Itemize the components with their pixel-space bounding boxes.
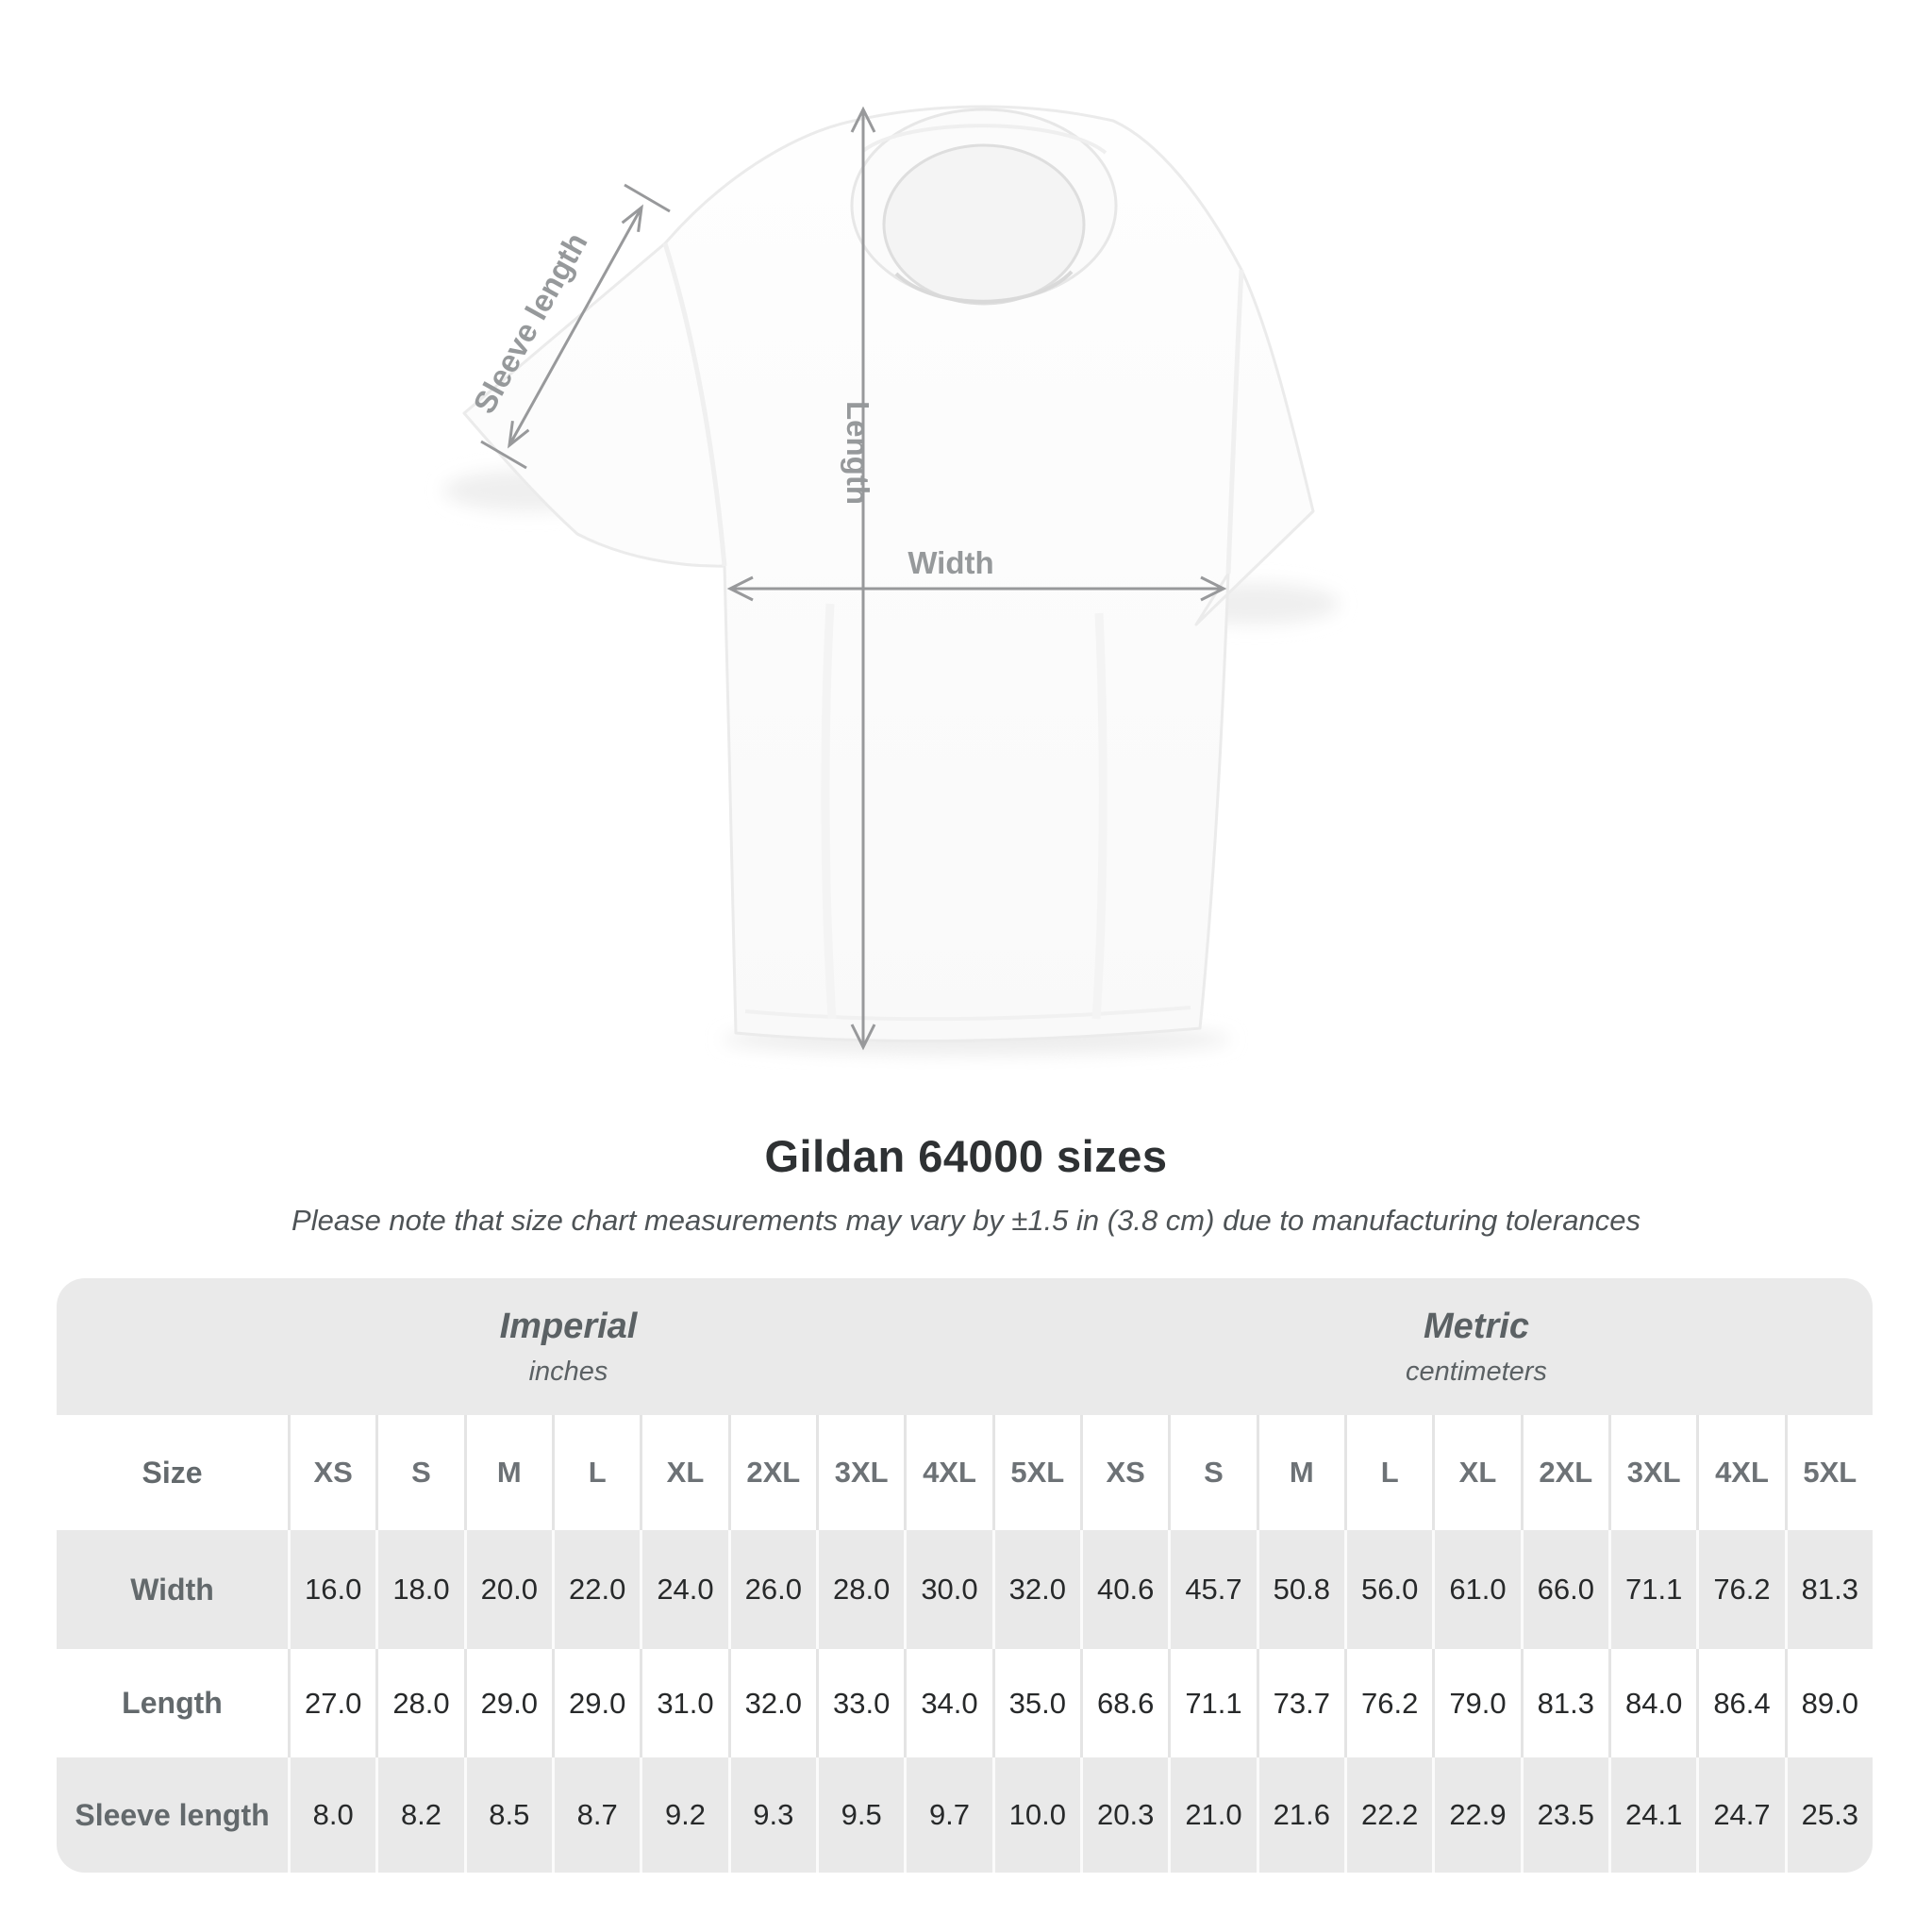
- size-row-label: Size: [142, 1455, 203, 1490]
- measurement-cell: 10.0: [991, 1757, 1080, 1873]
- size-column-header: XS: [1080, 1415, 1168, 1530]
- measurement-cell: 8.7: [552, 1757, 640, 1873]
- measurement-cell: 68.6: [1080, 1649, 1168, 1757]
- size-column-header: 2XL: [727, 1415, 816, 1530]
- measurement-cell: 20.3: [1080, 1757, 1168, 1873]
- measurement-cell: 32.0: [727, 1649, 816, 1757]
- measurement-cell: 8.2: [375, 1757, 463, 1873]
- size-column-header: L: [552, 1415, 640, 1530]
- size-column-header: 2XL: [1520, 1415, 1608, 1530]
- measurement-cell: 8.5: [463, 1757, 552, 1873]
- measurement-cell: 18.0: [375, 1530, 463, 1649]
- measurement-cell: 25.3: [1784, 1757, 1873, 1873]
- measurement-cell: 23.5: [1520, 1757, 1608, 1873]
- size-column-header: S: [1168, 1415, 1256, 1530]
- width-label: Width: [908, 545, 993, 580]
- measurement-cell: 9.2: [640, 1757, 727, 1873]
- measurement-cell: 24.1: [1608, 1757, 1696, 1873]
- size-column-header: L: [1344, 1415, 1432, 1530]
- measurement-cell: 22.2: [1344, 1757, 1432, 1873]
- size-column-header: 5XL: [1784, 1415, 1873, 1530]
- measurement-cell: 29.0: [552, 1649, 640, 1757]
- measurement-cell: 34.0: [904, 1649, 991, 1757]
- measurement-cell: 9.7: [904, 1757, 991, 1873]
- measurement-cell: 24.0: [640, 1530, 727, 1649]
- measurement-cell: 73.7: [1256, 1649, 1344, 1757]
- measurement-cell: 20.0: [463, 1530, 552, 1649]
- measurement-cell: 66.0: [1520, 1530, 1608, 1649]
- unit-header-band: Imperial inches Metric centimeters: [57, 1278, 1873, 1415]
- measurement-cell: 86.4: [1696, 1649, 1784, 1757]
- measurement-cell: 76.2: [1696, 1530, 1784, 1649]
- measurement-cell: 81.3: [1520, 1649, 1608, 1757]
- measurement-cell: 40.6: [1080, 1530, 1168, 1649]
- measurement-cell: 31.0: [640, 1649, 727, 1757]
- measurement-cell: 9.3: [727, 1757, 816, 1873]
- tshirt-measurement-diagram: Length Width Sleeve length: [443, 105, 1340, 1055]
- size-column-header: S: [375, 1415, 463, 1530]
- measurement-cell: 50.8: [1256, 1530, 1344, 1649]
- size-column-header: 3XL: [1608, 1415, 1696, 1530]
- measurement-cell: 56.0: [1344, 1530, 1432, 1649]
- measurement-cell: 24.7: [1696, 1757, 1784, 1873]
- measurement-cell: 32.0: [991, 1530, 1080, 1649]
- measurement-cell: 21.6: [1256, 1757, 1344, 1873]
- length-label: Length: [841, 401, 875, 505]
- imperial-unit-label: inches: [528, 1356, 608, 1387]
- measurement-cell: 33.0: [816, 1649, 904, 1757]
- row-label: Width: [130, 1572, 214, 1607]
- measurement-cell: 71.1: [1608, 1530, 1696, 1649]
- measurement-cell: 9.5: [816, 1757, 904, 1873]
- measurement-cell: 30.0: [904, 1530, 991, 1649]
- size-column-header: XL: [1432, 1415, 1520, 1530]
- measurement-cell: 81.3: [1784, 1530, 1873, 1649]
- size-header-row: Size XS S M L XL 2XL 3XL 4XL 5XL XS S M L XL 2XL 3XL 4XL 5…: [57, 1415, 1873, 1530]
- tshirt-image: [462, 105, 1315, 1042]
- tolerance-note: Please note that size chart measurements…: [291, 1204, 1641, 1237]
- metric-label: Metric: [1424, 1306, 1529, 1346]
- measurement-cell: 28.0: [375, 1649, 463, 1757]
- measurement-cell: 61.0: [1432, 1530, 1520, 1649]
- size-column-header: 4XL: [1696, 1415, 1784, 1530]
- measurement-cell: 28.0: [816, 1530, 904, 1649]
- length-dimension-arrow: [850, 106, 876, 1051]
- measurement-cell: 22.0: [552, 1530, 640, 1649]
- size-column-header: 3XL: [816, 1415, 904, 1530]
- measurement-cell: 84.0: [1608, 1649, 1696, 1757]
- metric-unit-label: centimeters: [1406, 1356, 1547, 1387]
- size-column-header: M: [463, 1415, 552, 1530]
- size-table: Imperial inches Metric centimeters Size X…: [57, 1278, 1873, 1873]
- size-column-header: XS: [288, 1415, 375, 1530]
- row-label: Sleeve length: [75, 1797, 270, 1832]
- measurement-cell: 76.2: [1344, 1649, 1432, 1757]
- size-column-header: 4XL: [904, 1415, 991, 1530]
- sleeve-length-row: Sleeve length 8.0 8.2 8.5 8.7 9.2 9.3 9.5 9.7 10.…: [57, 1757, 1873, 1873]
- measurement-cell: 16.0: [288, 1530, 375, 1649]
- measurement-cell: 89.0: [1784, 1649, 1873, 1757]
- measurement-cell: 71.1: [1168, 1649, 1256, 1757]
- row-label: Length: [122, 1686, 223, 1720]
- measurement-cell: 21.0: [1168, 1757, 1256, 1873]
- width-dimension-arrow: [726, 575, 1227, 602]
- measurement-cell: 26.0: [727, 1530, 816, 1649]
- width-row: Width 16.0 18.0 20.0 22.0 24.0 26.0 28.0 30.0 32.…: [57, 1530, 1873, 1649]
- tshirt-collar: [850, 108, 1118, 306]
- measurement-cell: 29.0: [463, 1649, 552, 1757]
- measurement-cell: 35.0: [991, 1649, 1080, 1757]
- measurement-cell: 22.9: [1432, 1757, 1520, 1873]
- measurement-cell: 27.0: [288, 1649, 375, 1757]
- sleeve-length-dimension-arrow: [480, 183, 671, 470]
- imperial-label: Imperial: [499, 1306, 638, 1346]
- size-column-header: XL: [640, 1415, 727, 1530]
- measurement-cell: 8.0: [288, 1757, 375, 1873]
- length-row: Length 27.0 28.0 29.0 29.0 31.0 32.0 33.0 34.0 35…: [57, 1649, 1873, 1757]
- size-column-header: 5XL: [991, 1415, 1080, 1530]
- size-column-header: M: [1256, 1415, 1344, 1530]
- measurement-cell: 45.7: [1168, 1530, 1256, 1649]
- metric-header: Metric centimeters: [1080, 1278, 1873, 1415]
- page-title: Gildan 64000 sizes: [764, 1131, 1168, 1181]
- imperial-header: Imperial inches: [57, 1278, 1080, 1415]
- measurement-cell: 79.0: [1432, 1649, 1520, 1757]
